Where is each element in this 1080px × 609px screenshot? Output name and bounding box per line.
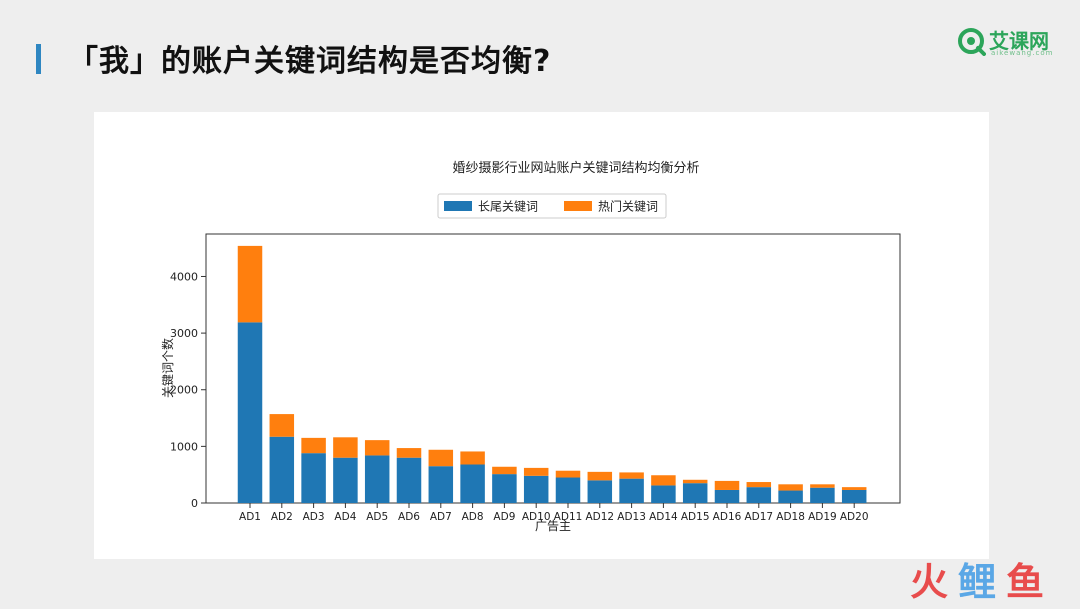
bar-hot — [714, 480, 740, 490]
logo-text: 艾课网 — [989, 29, 1049, 53]
x-tick-label: AD11 — [554, 511, 583, 523]
bar-long-tail — [523, 475, 549, 503]
y-tick-label: 0 — [191, 497, 198, 510]
y-tick-label: 3000 — [170, 327, 198, 340]
bar-hot — [587, 471, 613, 481]
legend-swatch-hot — [564, 201, 592, 211]
bar-hot — [555, 470, 581, 478]
brand-logo[interactable]: 艾课网 aikewang.com — [956, 24, 1056, 60]
bar-hot — [269, 414, 295, 437]
bar-long-tail — [619, 478, 644, 503]
bar-long-tail — [651, 485, 676, 503]
x-tick-label: AD15 — [681, 511, 710, 523]
x-tick-label: AD6 — [398, 511, 420, 523]
y-axis-label: 关键词个数 — [160, 338, 175, 398]
x-tick-label: AD17 — [744, 511, 773, 523]
legend-label-long-tail: 长尾关键词 — [478, 200, 538, 214]
aikewang-logo-icon — [958, 28, 986, 56]
bar-long-tail — [269, 436, 295, 503]
x-tick-label: AD9 — [493, 511, 515, 523]
x-tick-label: AD8 — [462, 511, 484, 523]
x-tick-label: AD3 — [303, 511, 325, 523]
bar-hot — [428, 449, 454, 467]
chart-title: 婚纱摄影行业网站账户关键词结构均衡分析 — [452, 160, 699, 176]
bar-long-tail — [237, 322, 263, 503]
bar-long-tail — [555, 477, 581, 503]
bar-hot — [778, 484, 803, 491]
chart-legend: 长尾关键词 热门关键词 — [437, 193, 667, 219]
bar-hot — [237, 245, 263, 323]
x-tick-label: AD1 — [239, 511, 261, 523]
bar-hot — [460, 451, 485, 465]
bar-hot — [810, 484, 835, 488]
y-tick-label: 1000 — [170, 440, 198, 453]
page-title: 「我」的账户关键词结构是否均衡? — [68, 44, 552, 79]
x-tick-label: AD10 — [522, 511, 551, 523]
watermark-logo: 火 鲤 鱼 — [910, 560, 1060, 604]
x-tick-label: AD7 — [430, 511, 452, 523]
watermark-char: 鲤 — [958, 560, 997, 604]
logo-subtext: aikewang.com — [991, 49, 1054, 57]
bar-long-tail — [841, 489, 867, 503]
x-axis: AD1 AD2 AD3 AD4 AD5 AD6 AD7 AD8 AD9 AD10 AD11 AD12 A… — [239, 503, 869, 523]
bar-long-tail — [396, 457, 422, 503]
bar-long-tail — [682, 483, 708, 503]
bar-long-tail — [364, 455, 390, 503]
x-tick-label: AD16 — [713, 511, 742, 523]
watermark-char: 火 — [910, 560, 949, 604]
bar-hot — [364, 440, 390, 456]
bar-long-tail — [301, 453, 326, 503]
chart-panel: 婚纱摄影行业网站账户关键词结构均衡分析 长尾关键词 热门关键词 0 1000 200… — [94, 112, 989, 559]
legend-swatch-long-tail — [444, 201, 472, 211]
plot-frame — [205, 233, 901, 504]
bar-hot — [682, 479, 708, 484]
x-tick-label: AD4 — [334, 511, 356, 523]
bars — [237, 245, 867, 503]
stacked-bar-chart: 婚纱摄影行业网站账户关键词结构均衡分析 长尾关键词 热门关键词 0 1000 200… — [160, 160, 901, 533]
bar-long-tail — [333, 457, 358, 503]
bar-long-tail — [428, 466, 454, 503]
y-tick-label: 4000 — [170, 270, 198, 283]
bar-hot — [746, 482, 772, 488]
y-axis: 0 1000 2000 3000 4000 — [170, 270, 206, 510]
x-tick-label: AD2 — [271, 511, 293, 523]
bar-hot — [523, 467, 549, 476]
y-tick-label: 2000 — [170, 384, 198, 397]
title-accent-bar — [36, 44, 41, 74]
x-tick-label: AD18 — [776, 511, 805, 523]
bar-hot — [619, 472, 644, 479]
x-tick-label: AD19 — [808, 511, 837, 523]
bar-long-tail — [587, 480, 613, 503]
bar-hot — [301, 437, 326, 454]
x-axis-label: 广告主 — [535, 519, 571, 533]
bar-hot — [492, 466, 517, 475]
x-tick-label: AD13 — [617, 511, 646, 523]
watermark-char: 鱼 — [1006, 560, 1045, 604]
x-tick-label: AD5 — [366, 511, 388, 523]
bar-long-tail — [746, 487, 772, 503]
bar-hot — [396, 448, 422, 458]
bar-hot — [651, 475, 676, 486]
x-tick-label: AD20 — [840, 511, 869, 523]
bar-long-tail — [492, 474, 517, 503]
bar-hot — [333, 437, 358, 458]
bar-long-tail — [460, 464, 485, 503]
bar-long-tail — [778, 490, 803, 503]
x-tick-label: AD14 — [649, 511, 678, 523]
bar-long-tail — [714, 489, 740, 503]
bar-hot — [841, 487, 867, 490]
x-tick-label: AD12 — [585, 511, 614, 523]
bar-long-tail — [810, 487, 835, 503]
legend-label-hot: 热门关键词 — [598, 199, 658, 214]
